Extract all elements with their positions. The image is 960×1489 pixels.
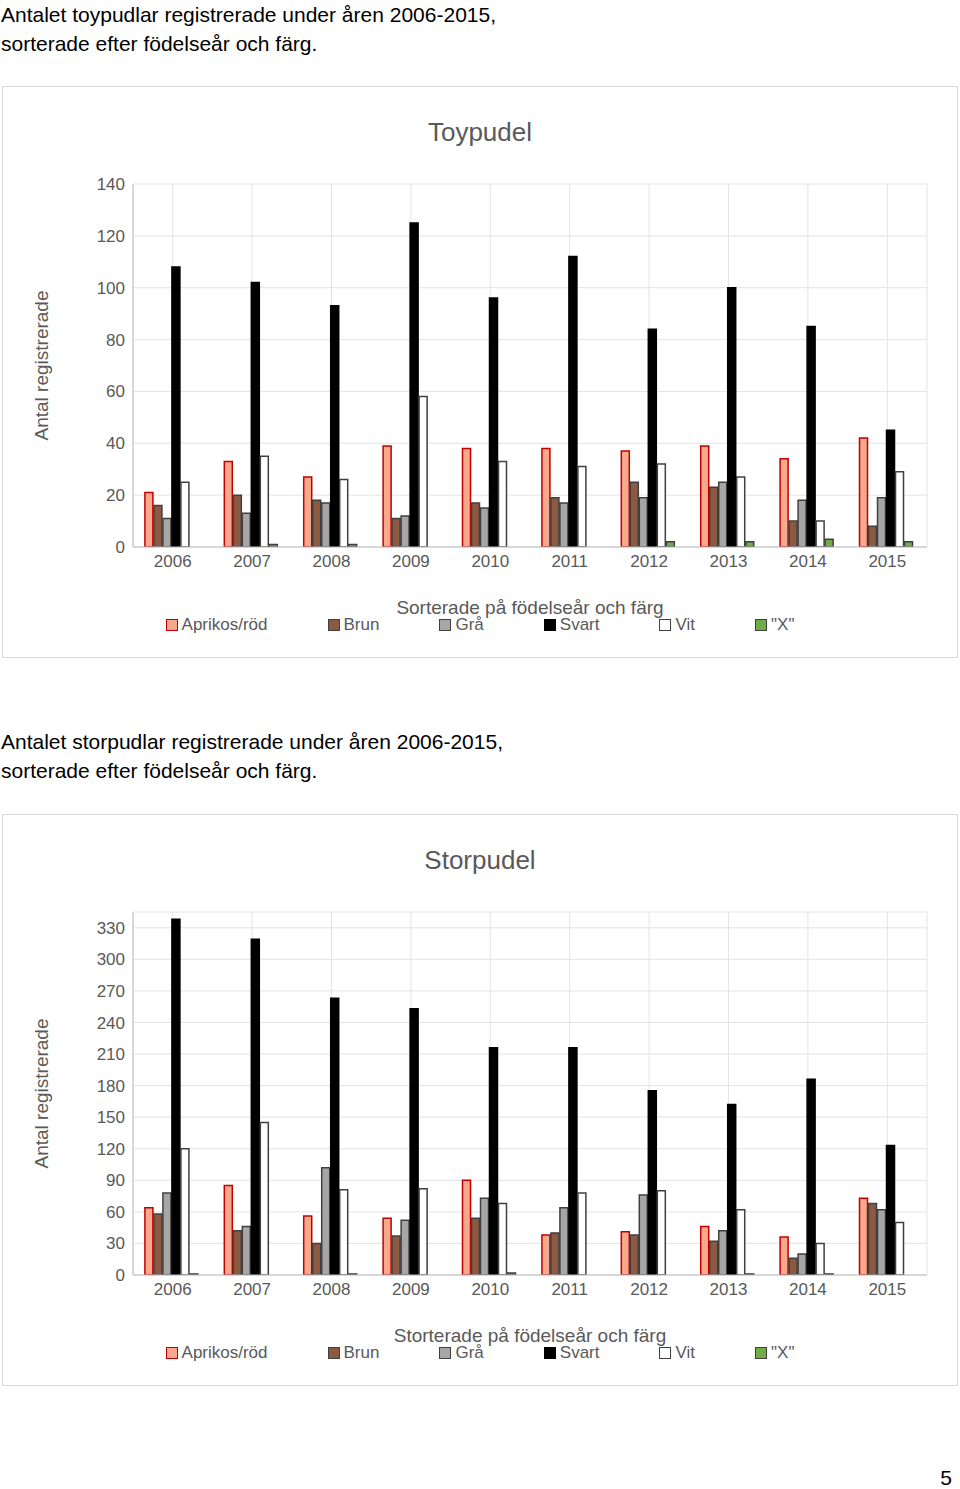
svg-text:60: 60 xyxy=(106,382,125,401)
svg-text:2015: 2015 xyxy=(868,1280,906,1299)
svg-text:2011: 2011 xyxy=(551,552,588,571)
html-text:Vit: Vit xyxy=(675,615,695,634)
svg-text:210: 210 xyxy=(97,1045,125,1064)
svg-text:140: 140 xyxy=(97,175,125,194)
html-text:Grå: Grå xyxy=(455,615,484,634)
html-text:Toypudel: Toypudel xyxy=(428,117,532,147)
svg-text:Storterade på födelseår och fä: Storterade på födelseår och färg xyxy=(394,1325,667,1346)
svg-text:100: 100 xyxy=(97,279,125,298)
svg-text:30: 30 xyxy=(106,1234,125,1253)
svg-text:2008: 2008 xyxy=(313,552,351,571)
svg-text:2010: 2010 xyxy=(471,1280,509,1299)
html-text:Brun: Brun xyxy=(343,615,380,634)
html-text:"X": "X" xyxy=(771,615,795,634)
html-text:Brun: Brun xyxy=(343,1343,380,1362)
svg-text:330: 330 xyxy=(97,919,125,938)
svg-text:270: 270 xyxy=(97,982,125,1001)
svg-text:2014: 2014 xyxy=(789,552,827,571)
svg-text:120: 120 xyxy=(97,227,125,246)
svg-text:2006: 2006 xyxy=(154,552,192,571)
html-text:Aprikos/röd: Aprikos/röd xyxy=(181,615,268,634)
html-text:"X": "X" xyxy=(771,1343,795,1362)
html-text:sorterade efter födelseår och: sorterade efter födelseår och färg. xyxy=(1,32,318,55)
svg-text:0: 0 xyxy=(116,1266,125,1285)
svg-text:90: 90 xyxy=(106,1171,125,1190)
html-text:5: 5 xyxy=(940,1466,952,1489)
html-text:Grå: Grå xyxy=(455,1343,484,1362)
html-text:Aprikos/röd: Aprikos/röd xyxy=(181,1343,268,1362)
svg-text:40: 40 xyxy=(106,434,125,453)
svg-text:2011: 2011 xyxy=(551,1280,588,1299)
svg-text:2009: 2009 xyxy=(392,552,430,571)
html-text:Antalet toypudlar registrerade: Antalet toypudlar registrerade under åre… xyxy=(1,3,496,26)
html-text:sorterade efter födelseår och: sorterade efter födelseår och färg. xyxy=(1,759,318,782)
svg-text:240: 240 xyxy=(97,1014,125,1033)
svg-text:2013: 2013 xyxy=(710,552,748,571)
svg-text:300: 300 xyxy=(97,950,125,969)
svg-text:2013: 2013 xyxy=(710,1280,748,1299)
html-text:Svart: Svart xyxy=(559,1343,600,1362)
svg-text:2009: 2009 xyxy=(392,1280,430,1299)
svg-text:80: 80 xyxy=(106,331,125,350)
svg-text:2007: 2007 xyxy=(233,552,271,571)
svg-text:180: 180 xyxy=(97,1077,125,1096)
svg-text:120: 120 xyxy=(97,1140,125,1159)
svg-text:2012: 2012 xyxy=(630,1280,668,1299)
svg-text:60: 60 xyxy=(106,1203,125,1222)
html-text:Vit: Vit xyxy=(675,1343,695,1362)
svg-text:2015: 2015 xyxy=(868,552,906,571)
svg-text:2007: 2007 xyxy=(233,1280,271,1299)
svg-text:0: 0 xyxy=(116,538,125,557)
svg-text:2014: 2014 xyxy=(789,1280,827,1299)
svg-text:Sorterade på födelseår och fär: Sorterade på födelseår och färg xyxy=(396,597,663,618)
svg-text:Antal registrerade: Antal registrerade xyxy=(31,291,52,441)
svg-text:2006: 2006 xyxy=(154,1280,192,1299)
html-text:Svart: Svart xyxy=(559,615,600,634)
svg-text:2012: 2012 xyxy=(630,552,668,571)
svg-text:2010: 2010 xyxy=(471,552,509,571)
html-text:Antalet storpudlar registrerad: Antalet storpudlar registrerade under år… xyxy=(1,730,503,753)
html-text:Storpudel: Storpudel xyxy=(424,845,536,875)
svg-text:150: 150 xyxy=(97,1108,125,1127)
svg-text:20: 20 xyxy=(106,486,125,505)
svg-text:2008: 2008 xyxy=(313,1280,351,1299)
svg-text:Antal registrerade: Antal registrerade xyxy=(31,1019,52,1169)
